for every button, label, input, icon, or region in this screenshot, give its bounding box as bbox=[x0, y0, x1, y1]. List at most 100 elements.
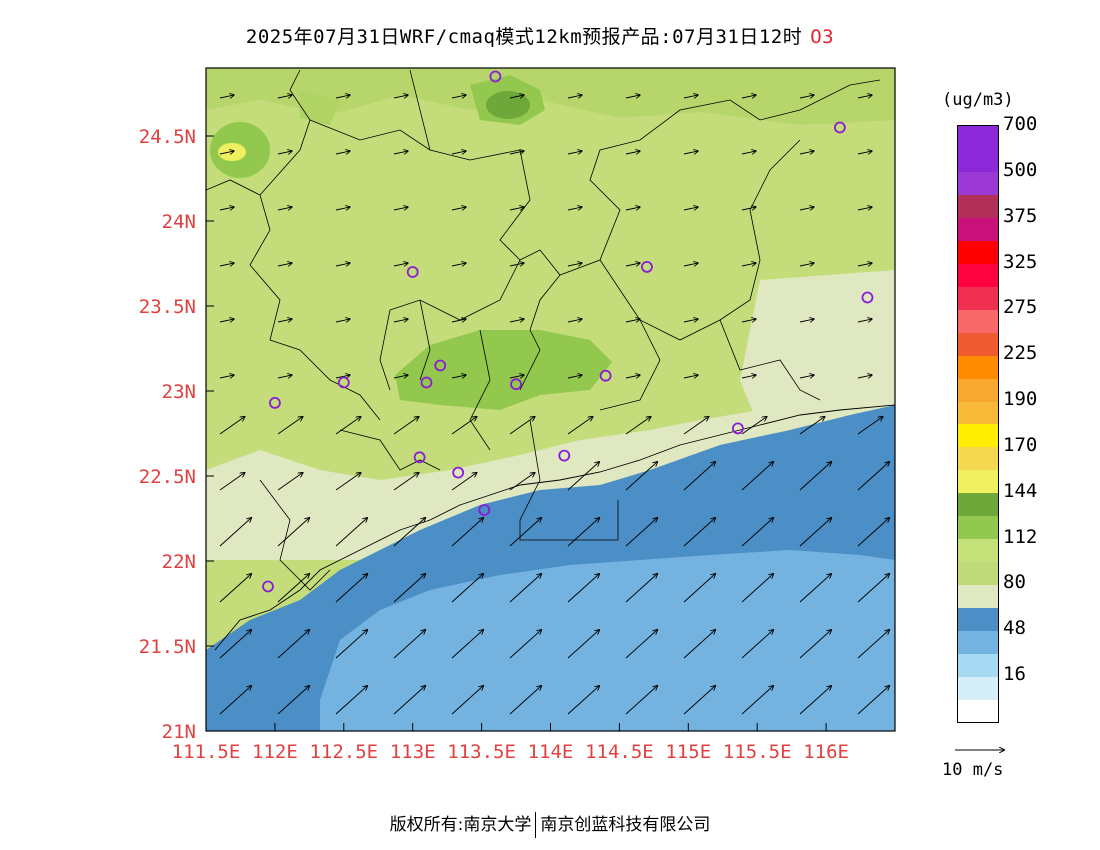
wind-arrow bbox=[857, 462, 889, 491]
wind-arrow bbox=[799, 319, 814, 322]
wind-arrow bbox=[393, 417, 419, 435]
wind-vector-field bbox=[219, 95, 889, 715]
wind-arrow bbox=[683, 417, 709, 435]
lon-tick-label: 113.5E bbox=[447, 741, 516, 763]
wind-arrow bbox=[799, 207, 814, 210]
wind-arrow bbox=[509, 686, 541, 715]
wind-arrow bbox=[393, 473, 419, 491]
lat-tick-label: 24N bbox=[162, 211, 196, 233]
wind-arrow bbox=[799, 462, 831, 491]
wind-arrow bbox=[277, 417, 303, 435]
wind-arrow bbox=[277, 319, 292, 322]
station-marker bbox=[268, 396, 281, 409]
colorbar-segment bbox=[958, 194, 998, 219]
wind-arrow bbox=[277, 263, 292, 266]
wind-arrow bbox=[335, 473, 361, 491]
station-marker bbox=[599, 369, 612, 382]
colorbar-tick-label: 225 bbox=[1003, 342, 1038, 365]
wind-arrow bbox=[625, 417, 651, 435]
wind-arrow bbox=[625, 95, 640, 98]
wind-arrow bbox=[509, 473, 535, 491]
wind-arrow bbox=[799, 518, 831, 547]
wind-arrow bbox=[567, 630, 599, 659]
wind-arrow bbox=[219, 151, 234, 154]
wind-arrow bbox=[335, 686, 367, 715]
wind-arrow bbox=[335, 417, 361, 435]
wind-arrow bbox=[683, 686, 715, 715]
lat-tick-label: 22.5N bbox=[139, 466, 196, 488]
wind-arrow bbox=[683, 375, 698, 378]
colorbar-segment bbox=[958, 126, 998, 150]
colorbar-segment bbox=[958, 148, 998, 173]
colorbar-tick-label: 80 bbox=[1003, 571, 1026, 594]
lat-tick-label: 23.5N bbox=[139, 296, 196, 318]
wind-arrow bbox=[277, 207, 292, 210]
wind-arrow bbox=[741, 462, 773, 491]
wind-arrow bbox=[741, 630, 773, 659]
wind-arrow bbox=[625, 263, 640, 266]
wind-arrow bbox=[625, 207, 640, 210]
colorbar-tick-label: 48 bbox=[1003, 617, 1026, 640]
colorbar-segment bbox=[958, 378, 998, 402]
wind-arrow bbox=[219, 630, 251, 659]
lon-tick-label: 115.5E bbox=[723, 741, 792, 763]
wind-arrow bbox=[277, 686, 309, 715]
wind-arrow bbox=[451, 473, 477, 491]
wind-arrow bbox=[509, 630, 541, 659]
wind-arrow bbox=[277, 375, 292, 378]
colorbar-tick-label: 325 bbox=[1003, 250, 1038, 273]
colorbar-segment bbox=[958, 469, 998, 494]
lon-tick-label: 114E bbox=[528, 741, 574, 763]
wind-arrow bbox=[567, 574, 599, 603]
station-marker bbox=[452, 466, 465, 479]
lat-tick-label: 24.5N bbox=[139, 126, 196, 148]
nw-peak-zone bbox=[218, 143, 246, 161]
wind-arrow bbox=[567, 375, 582, 378]
wind-arrow bbox=[857, 417, 883, 435]
concentration-field bbox=[206, 68, 895, 731]
wind-arrow bbox=[509, 263, 524, 266]
sea-16-48 bbox=[320, 550, 895, 731]
colorbar-segment bbox=[958, 286, 998, 310]
colorbar bbox=[957, 125, 999, 723]
lon-tick-label: 112.5E bbox=[309, 741, 378, 763]
colorbar-tick-label: 112 bbox=[1003, 525, 1038, 548]
colorbar-tick-label: 375 bbox=[1003, 204, 1038, 227]
station-marker bbox=[420, 376, 433, 389]
wind-arrow bbox=[393, 375, 408, 378]
colorbar-segment bbox=[958, 676, 998, 700]
lon-tick-label: 111.5E bbox=[172, 741, 241, 763]
colorbar-segment bbox=[958, 492, 998, 517]
wind-arrow bbox=[625, 319, 640, 322]
colorbar-segment bbox=[958, 171, 998, 196]
wind-arrow bbox=[393, 151, 408, 154]
colorbar-segment bbox=[958, 699, 998, 723]
wind-arrow bbox=[335, 319, 350, 322]
wind-arrow bbox=[625, 574, 657, 603]
wind-arrow bbox=[857, 151, 872, 154]
wind-arrow bbox=[567, 151, 582, 154]
wind-arrow bbox=[567, 417, 593, 435]
lat-tick-label: 21N bbox=[162, 721, 196, 743]
wind-arrow bbox=[567, 518, 599, 547]
lon-tick-label: 114.5E bbox=[585, 741, 654, 763]
wind-arrow bbox=[393, 207, 408, 210]
wind-arrow bbox=[451, 574, 483, 603]
wind-arrow bbox=[335, 574, 367, 603]
wind-arrow bbox=[451, 319, 466, 322]
wind-arrow bbox=[857, 574, 889, 603]
wind-arrow bbox=[741, 375, 756, 378]
wind-arrow bbox=[393, 319, 408, 322]
wind-arrow bbox=[393, 686, 425, 715]
wind-arrow bbox=[219, 263, 234, 266]
station-markers bbox=[262, 70, 874, 593]
station-marker bbox=[732, 422, 744, 435]
wind-arrow bbox=[219, 473, 245, 491]
wind-arrow bbox=[799, 574, 831, 603]
wind-arrow bbox=[219, 207, 234, 210]
wind-arrow bbox=[741, 95, 756, 98]
wind-arrow bbox=[799, 686, 831, 715]
wind-arrow bbox=[393, 95, 408, 98]
wind-arrow bbox=[683, 95, 698, 98]
